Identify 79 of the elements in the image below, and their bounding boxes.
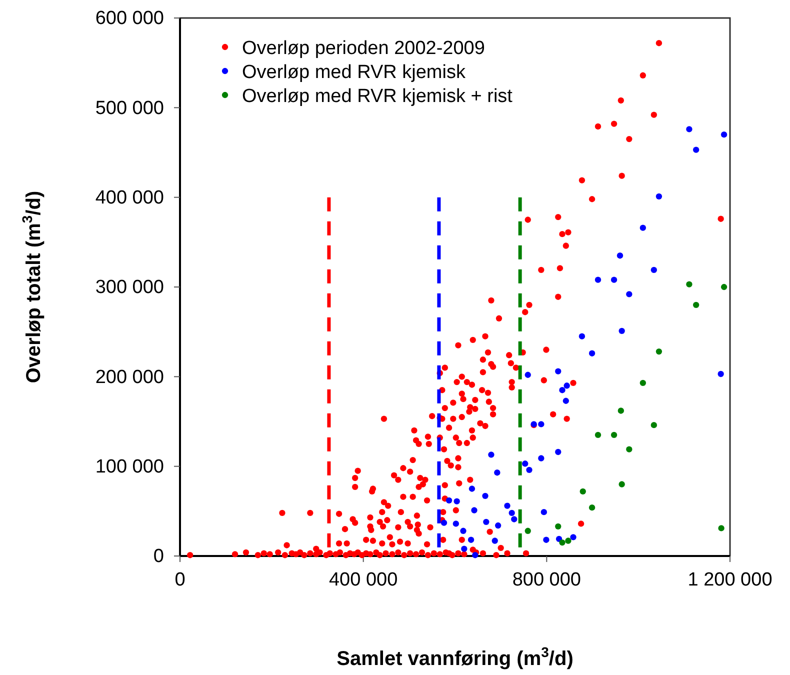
- legend-label: Overløp med RVR kjemisk + rist: [242, 86, 514, 107]
- point: [656, 193, 662, 200]
- point: [508, 510, 515, 516]
- point: [555, 523, 562, 530]
- point: [686, 281, 692, 288]
- point: [650, 266, 658, 274]
- point: [580, 488, 586, 495]
- point: [522, 460, 528, 467]
- point: [626, 446, 632, 452]
- point: [686, 126, 692, 132]
- point: [626, 291, 632, 298]
- y-tick-label: 600 000: [95, 8, 164, 30]
- point: [618, 481, 625, 488]
- point: [565, 538, 572, 544]
- point: [492, 538, 498, 544]
- point: [594, 276, 602, 283]
- point: [610, 276, 618, 283]
- point: [610, 432, 618, 438]
- point: [472, 552, 478, 558]
- legend-label: Overløp perioden 2002-2009: [242, 38, 485, 59]
- point: [640, 380, 646, 386]
- point: [504, 502, 510, 509]
- point: [692, 146, 700, 153]
- point: [526, 466, 532, 474]
- point: [718, 525, 724, 532]
- y-tick-label: 0: [153, 546, 164, 568]
- point: [524, 528, 531, 534]
- point: [578, 333, 586, 340]
- point: [640, 224, 646, 231]
- point: [494, 522, 502, 529]
- point: [720, 131, 728, 138]
- point: [656, 348, 662, 355]
- y-tick-label: 400 000: [95, 187, 164, 208]
- point: [452, 520, 460, 527]
- point: [483, 518, 490, 526]
- point: [468, 536, 474, 543]
- point: [562, 398, 570, 404]
- point: [524, 372, 531, 378]
- point: [488, 452, 494, 458]
- x-tick-label: 1 200 000: [688, 569, 772, 590]
- point: [471, 507, 478, 514]
- point: [618, 408, 624, 414]
- point: [468, 486, 476, 492]
- point: [559, 539, 566, 546]
- point: [564, 382, 570, 389]
- point: [538, 421, 544, 428]
- point: [718, 370, 724, 378]
- x-tick-label: 800 000: [512, 569, 582, 590]
- point: [555, 448, 562, 456]
- point: [446, 497, 452, 504]
- legend-label: Overløp med RVR kjemisk: [242, 62, 466, 83]
- point: [594, 432, 602, 438]
- point: [555, 368, 562, 374]
- point: [650, 422, 658, 428]
- y-tick-label: 100 000: [95, 456, 164, 478]
- point: [482, 492, 488, 500]
- point: [588, 504, 596, 511]
- x-tick-label: 400 000: [328, 569, 398, 590]
- point: [559, 387, 566, 394]
- point: [543, 536, 550, 543]
- point: [538, 455, 544, 462]
- point: [540, 508, 548, 516]
- point: [570, 534, 576, 540]
- y-tick-label: 300 000: [95, 277, 164, 298]
- point: [461, 546, 468, 552]
- point: [692, 302, 700, 308]
- point: [616, 252, 624, 259]
- point: [588, 350, 596, 356]
- point: [511, 516, 518, 522]
- y-tick-label: 500 000: [95, 98, 164, 119]
- point: [720, 284, 728, 290]
- x-axis-title: Samlet vannføring (m$^{3}$/d): [336, 644, 574, 670]
- point: [494, 470, 500, 476]
- point: [618, 328, 625, 334]
- point: [460, 528, 466, 534]
- x-tick-label: 0: [174, 569, 186, 590]
- point: [440, 520, 448, 526]
- point: [454, 498, 460, 504]
- y-tick-label: 200 000: [95, 366, 164, 388]
